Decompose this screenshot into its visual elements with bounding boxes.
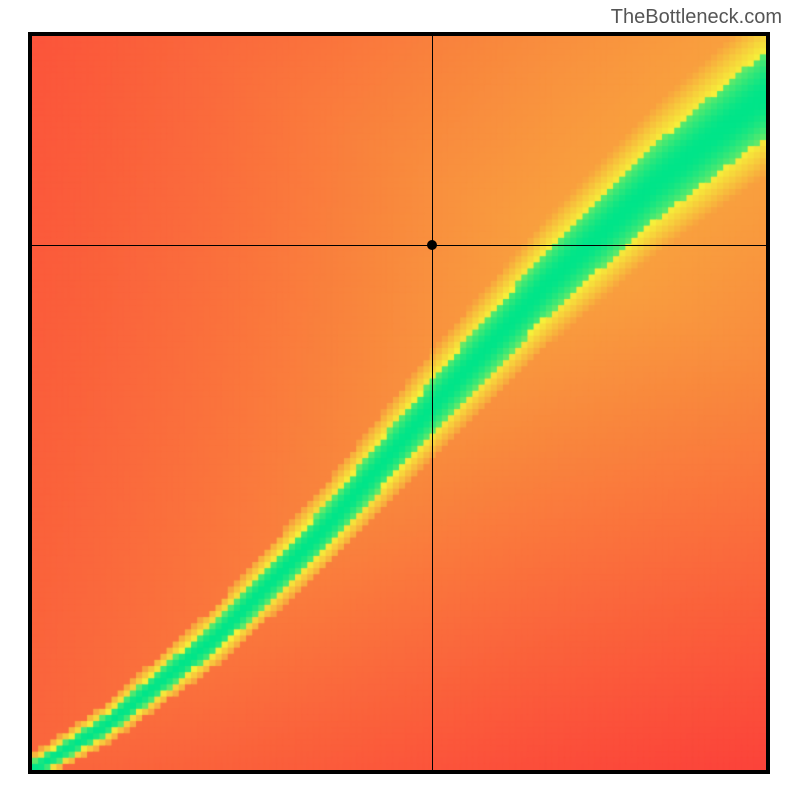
plot-frame — [28, 32, 770, 774]
crosshair-vertical — [432, 36, 433, 770]
crosshair-marker — [427, 240, 437, 250]
watermark-text: TheBottleneck.com — [611, 6, 782, 29]
heatmap-canvas — [32, 36, 766, 770]
chart-container: TheBottleneck.com — [0, 0, 800, 800]
crosshair-horizontal — [32, 245, 766, 246]
